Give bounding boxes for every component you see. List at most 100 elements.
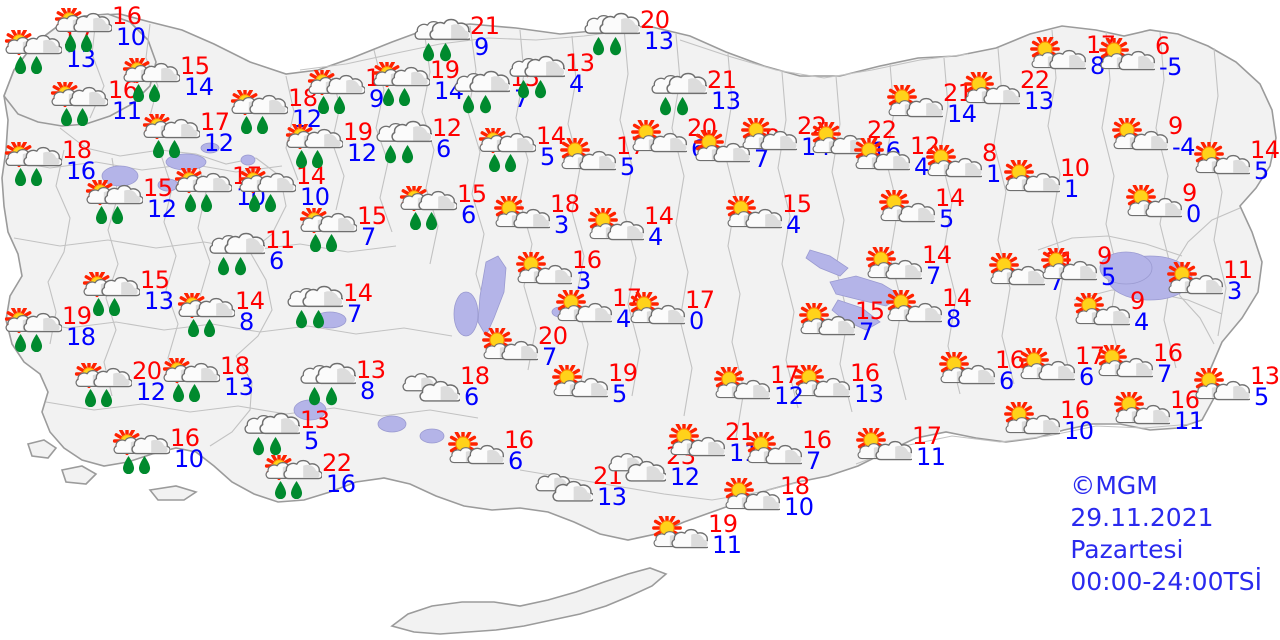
sun-cloud-rain-icon — [2, 304, 63, 353]
station-temperatures: 18 3 — [548, 192, 594, 237]
max-temperature: 15 — [140, 266, 170, 294]
max-temperature: 15 — [180, 52, 210, 80]
station-temperatures: 14 5 — [1248, 138, 1280, 183]
max-temperature: 9 — [1168, 112, 1183, 140]
max-temperature: 15 — [143, 174, 173, 202]
sun-cloud-rain-icon — [305, 66, 366, 115]
max-temperature: 17 — [200, 108, 230, 136]
sun-cloud-rain-icon — [2, 138, 63, 187]
station-temperatures: 9 -4 — [1166, 114, 1212, 159]
min-temperature: 14 — [947, 100, 977, 128]
max-temperature: 14 — [296, 162, 326, 190]
station-temperatures: 19 12 — [341, 120, 387, 165]
sun-cloud-rain-icon — [297, 204, 358, 253]
min-temperature: 16 — [66, 157, 96, 185]
cloud-rain-icon — [240, 412, 303, 456]
min-temperature: 7 — [859, 318, 874, 346]
cloud-rain-icon — [205, 232, 268, 276]
min-temperature: 4 — [648, 223, 663, 251]
min-temperature: 0 — [689, 307, 704, 335]
sun-cloud-icon — [1093, 342, 1156, 385]
max-temperature: 14 — [343, 279, 373, 307]
max-temperature: 16 — [1153, 339, 1183, 367]
min-temperature: 7 — [542, 343, 557, 371]
sun-cloud-rain-icon — [172, 164, 233, 213]
station-temperatures: 16 6 — [502, 428, 548, 473]
cloud-icon — [533, 468, 595, 508]
sun-cloud-icon — [852, 425, 915, 468]
max-temperature: 14 — [1250, 136, 1280, 164]
cloud-rain-icon — [283, 285, 346, 329]
min-temperature: 8 — [360, 377, 375, 405]
sun-cloud-icon — [875, 187, 938, 230]
station-temperatures: 14 7 — [341, 281, 387, 326]
sun-cloud-icon — [935, 349, 998, 392]
station-temperatures: 21 9 — [468, 14, 514, 59]
max-temperature: 14 — [235, 287, 265, 315]
station-temperatures: 14 8 — [233, 289, 279, 334]
max-temperature: 16 — [170, 424, 200, 452]
min-temperature: 5 — [1101, 263, 1116, 291]
cloud-rain-icon — [296, 362, 359, 406]
min-temperature: 4 — [616, 305, 631, 333]
max-temperature: 18 — [62, 136, 92, 164]
max-temperature: 19 — [708, 510, 738, 538]
max-temperature: 14 — [644, 202, 674, 230]
station-temperatures: 21 13 — [705, 68, 751, 113]
min-temperature: -4 — [1172, 133, 1195, 161]
min-temperature: 7 — [347, 300, 362, 328]
station-temperatures: 13 4 — [563, 51, 609, 96]
min-temperature: 3 — [554, 211, 569, 239]
min-temperature: 4 — [1134, 308, 1149, 336]
station-temperatures: 14 8 — [940, 286, 986, 331]
station-temperatures: 13 5 — [1248, 364, 1280, 409]
station-temperatures: 16 7 — [1151, 341, 1197, 386]
min-temperature: 7 — [754, 145, 769, 173]
cloud-rain-icon — [372, 120, 435, 164]
min-temperature: -5 — [1159, 53, 1182, 81]
legend-date: 29.11.2021 — [1070, 503, 1214, 532]
min-temperature: 8 — [946, 305, 961, 333]
min-temperature: 10 — [1064, 417, 1094, 445]
station-temperatures: 16 11 — [1168, 388, 1214, 433]
sun-cloud-icon — [882, 287, 945, 330]
station-temperatures: 15 14 — [178, 54, 224, 99]
min-temperature: 13 — [644, 27, 674, 55]
max-temperature: 6 — [1155, 32, 1170, 60]
max-temperature: 11 — [1223, 256, 1253, 284]
max-temperature: 18 — [780, 472, 810, 500]
max-temperature: 18 — [550, 190, 580, 218]
max-temperature: 16 — [108, 76, 138, 104]
cloud-rain-icon — [450, 70, 513, 114]
min-temperature: 1 — [1064, 175, 1079, 203]
station-temperatures: 14 10 — [294, 164, 340, 209]
max-temperature: 13 — [356, 356, 386, 384]
max-temperature: 9 — [1097, 242, 1112, 270]
sun-cloud-icon — [710, 364, 773, 407]
max-temperature: 17 — [685, 286, 715, 314]
min-temperature: 12 — [670, 463, 700, 491]
sun-cloud-icon — [1000, 157, 1063, 200]
sun-cloud-rain-icon — [110, 426, 171, 475]
min-temperature: 4 — [786, 211, 801, 239]
station-temperatures: 16 10 — [1058, 398, 1104, 443]
min-temperature: 12 — [347, 139, 377, 167]
min-temperature: 13 — [144, 287, 174, 315]
sun-cloud-icon — [850, 135, 913, 178]
min-temperature: 13 — [597, 483, 627, 511]
station-temperatures: 18 10 — [778, 474, 824, 519]
min-temperature: 4 — [569, 70, 584, 98]
min-temperature: 1 — [986, 160, 1001, 188]
min-temperature: 6 — [269, 247, 284, 275]
max-temperature: 16 — [504, 426, 534, 454]
station-temperatures: 19 18 — [60, 304, 106, 349]
sun-cloud-icon — [556, 135, 619, 178]
min-temperature: 10 — [116, 23, 146, 51]
sun-cloud-icon — [742, 429, 805, 472]
min-temperature: 7 — [1157, 360, 1172, 388]
sun-cloud-icon — [648, 513, 711, 556]
min-temperature: 3 — [1227, 277, 1242, 305]
min-temperature: 9 — [474, 33, 489, 61]
station-temperatures: 15 12 — [141, 176, 187, 221]
